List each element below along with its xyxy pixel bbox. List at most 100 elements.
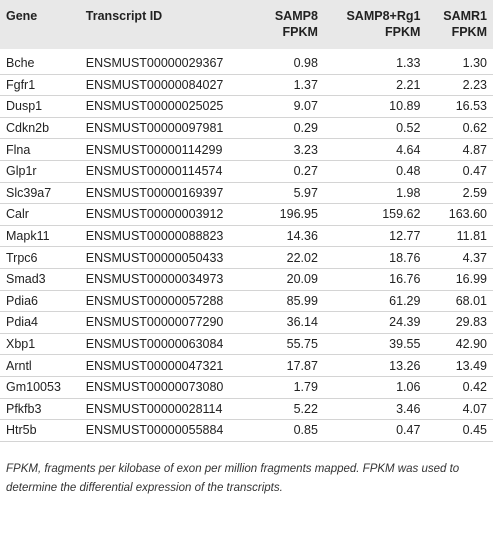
table-cell: 9.07 bbox=[258, 95, 324, 118]
table-cell: Gm10053 bbox=[0, 376, 80, 399]
table-cell: ENSMUST00000050433 bbox=[79, 246, 259, 269]
table-cell: 4.37 bbox=[426, 246, 493, 269]
table-cell: 11.81 bbox=[426, 225, 493, 248]
table-cell: Pdia4 bbox=[0, 311, 80, 334]
table-cell: 0.98 bbox=[258, 48, 324, 75]
table-cell: Slc39a7 bbox=[0, 182, 80, 205]
table-cell: 0.42 bbox=[426, 376, 493, 399]
table-cell: 16.99 bbox=[426, 268, 493, 291]
table-cell: 61.29 bbox=[323, 290, 427, 313]
table-row: Htr5b ENSMUST00000055884 0.85 0.47 0.45 bbox=[0, 419, 493, 442]
table-cell: ENSMUST00000077290 bbox=[79, 311, 259, 334]
table-row: Dusp1 ENSMUST00000025025 9.07 10.89 16.53 bbox=[0, 95, 493, 118]
table-cell: 0.27 bbox=[258, 160, 324, 183]
table-cell: 2.21 bbox=[323, 74, 427, 97]
table-cell: 18.76 bbox=[323, 246, 427, 269]
table-cell: 5.97 bbox=[258, 182, 324, 205]
table-cell: 0.52 bbox=[323, 117, 427, 140]
header-text: SAMP8+Rg1 bbox=[346, 9, 421, 23]
header-text: Gene bbox=[6, 9, 38, 23]
table-row: Slc39a7 ENSMUST00000169397 5.97 1.98 2.59 bbox=[0, 182, 493, 205]
table-cell: ENSMUST00000169397 bbox=[79, 182, 259, 205]
header-text: SAMP8 bbox=[274, 9, 318, 23]
table-cell: 1.30 bbox=[426, 48, 493, 75]
table-cell: 159.62 bbox=[323, 203, 427, 226]
column-header: Transcript ID bbox=[79, 0, 259, 52]
table-cell: 163.60 bbox=[426, 203, 493, 226]
table-row: Flna ENSMUST00000114299 3.23 4.64 4.87 bbox=[0, 138, 493, 161]
table-cell: 0.48 bbox=[323, 160, 427, 183]
header-text: FPKM bbox=[385, 25, 421, 39]
table-cell: 4.07 bbox=[426, 398, 493, 421]
table-cell: 1.98 bbox=[323, 182, 427, 205]
table-cell: 14.36 bbox=[258, 225, 324, 248]
table-cell: 0.47 bbox=[323, 419, 427, 442]
table-cell: Calr bbox=[0, 203, 80, 226]
table-cell: Flna bbox=[0, 138, 80, 161]
column-header: SAMR1 FPKM bbox=[426, 0, 493, 52]
table-cell: 0.45 bbox=[426, 419, 493, 442]
table-cell: 0.85 bbox=[258, 419, 324, 442]
table-cell: ENSMUST00000073080 bbox=[79, 376, 259, 399]
table-cell: 24.39 bbox=[323, 311, 427, 334]
table-cell: Pdia6 bbox=[0, 290, 80, 313]
table-cell: 17.87 bbox=[258, 354, 324, 377]
table-header: Gene Transcript ID SAMP8 FPKM SAMP8+Rg1 FPKM S… bbox=[0, 0, 493, 52]
table-body: Bche ENSMUST00000029367 0.98 1.33 1.30 Fgfr1 E… bbox=[0, 48, 493, 442]
table-row: Mapk11 ENSMUST00000088823 14.36 12.77 11.81 bbox=[0, 225, 493, 248]
table-row: Arntl ENSMUST00000047321 17.87 13.26 13.49 bbox=[0, 354, 493, 377]
table-cell: 20.09 bbox=[258, 268, 324, 291]
table-cell: 4.64 bbox=[323, 138, 427, 161]
table-cell: 10.89 bbox=[323, 95, 427, 118]
table-cell: 1.06 bbox=[323, 376, 427, 399]
column-header: Gene bbox=[0, 0, 80, 52]
table-row: Pfkfb3 ENSMUST00000028114 5.22 3.46 4.07 bbox=[0, 398, 493, 421]
table-cell: 5.22 bbox=[258, 398, 324, 421]
table-cell: 196.95 bbox=[258, 203, 324, 226]
table-cell: 0.47 bbox=[426, 160, 493, 183]
table-cell: Bche bbox=[0, 48, 80, 75]
table-cell: 2.59 bbox=[426, 182, 493, 205]
table-cell: Htr5b bbox=[0, 419, 80, 442]
table-cell: 1.37 bbox=[258, 74, 324, 97]
table-cell: 2.23 bbox=[426, 74, 493, 97]
table-cell: 55.75 bbox=[258, 333, 324, 356]
table-cell: 0.29 bbox=[258, 117, 324, 140]
table-cell: 39.55 bbox=[323, 333, 427, 356]
table-cell: 42.90 bbox=[426, 333, 493, 356]
header-text: FPKM bbox=[282, 25, 318, 39]
table-row: Glp1r ENSMUST00000114574 0.27 0.48 0.47 bbox=[0, 160, 493, 183]
table-cell: Glp1r bbox=[0, 160, 80, 183]
header-row: Gene Transcript ID SAMP8 FPKM SAMP8+Rg1 FPKM S… bbox=[0, 0, 493, 52]
table-row: Pdia6 ENSMUST00000057288 85.99 61.29 68.01 bbox=[0, 290, 493, 313]
table-cell: ENSMUST00000047321 bbox=[79, 354, 259, 377]
table-cell: ENSMUST00000088823 bbox=[79, 225, 259, 248]
table-row: Cdkn2b ENSMUST00000097981 0.29 0.52 0.62 bbox=[0, 117, 493, 140]
table-cell: 1.79 bbox=[258, 376, 324, 399]
table-cell: ENSMUST00000028114 bbox=[79, 398, 259, 421]
table-cell: 13.26 bbox=[323, 354, 427, 377]
table-cell: 12.77 bbox=[323, 225, 427, 248]
footnote: FPKM, fragments per kilobase of exon per… bbox=[6, 462, 460, 494]
table-row: Trpc6 ENSMUST00000050433 22.02 18.76 4.37 bbox=[0, 246, 493, 269]
table-cell: Dusp1 bbox=[0, 95, 80, 118]
table-cell: ENSMUST00000084027 bbox=[79, 74, 259, 97]
table-cell: ENSMUST00000034973 bbox=[79, 268, 259, 291]
header-text: FPKM bbox=[451, 25, 487, 39]
table-cell: ENSMUST00000029367 bbox=[79, 48, 259, 75]
table-row: Calr ENSMUST00000003912 196.95 159.62 163.60 bbox=[0, 203, 493, 226]
table-cell: Cdkn2b bbox=[0, 117, 80, 140]
table-cell: 13.49 bbox=[426, 354, 493, 377]
table-row: Pdia4 ENSMUST00000077290 36.14 24.39 29.83 bbox=[0, 311, 493, 334]
table-cell: Pfkfb3 bbox=[0, 398, 80, 421]
table-cell: Xbp1 bbox=[0, 333, 80, 356]
table-cell: 3.23 bbox=[258, 138, 324, 161]
table-cell: 4.87 bbox=[426, 138, 493, 161]
table-row: Gm10053 ENSMUST00000073080 1.79 1.06 0.42 bbox=[0, 376, 493, 399]
table-cell: 36.14 bbox=[258, 311, 324, 334]
table-cell: ENSMUST00000063084 bbox=[79, 333, 259, 356]
header-text: Transcript ID bbox=[85, 9, 163, 23]
table-cell: Trpc6 bbox=[0, 246, 80, 269]
column-header: SAMP8 FPKM bbox=[258, 0, 324, 52]
